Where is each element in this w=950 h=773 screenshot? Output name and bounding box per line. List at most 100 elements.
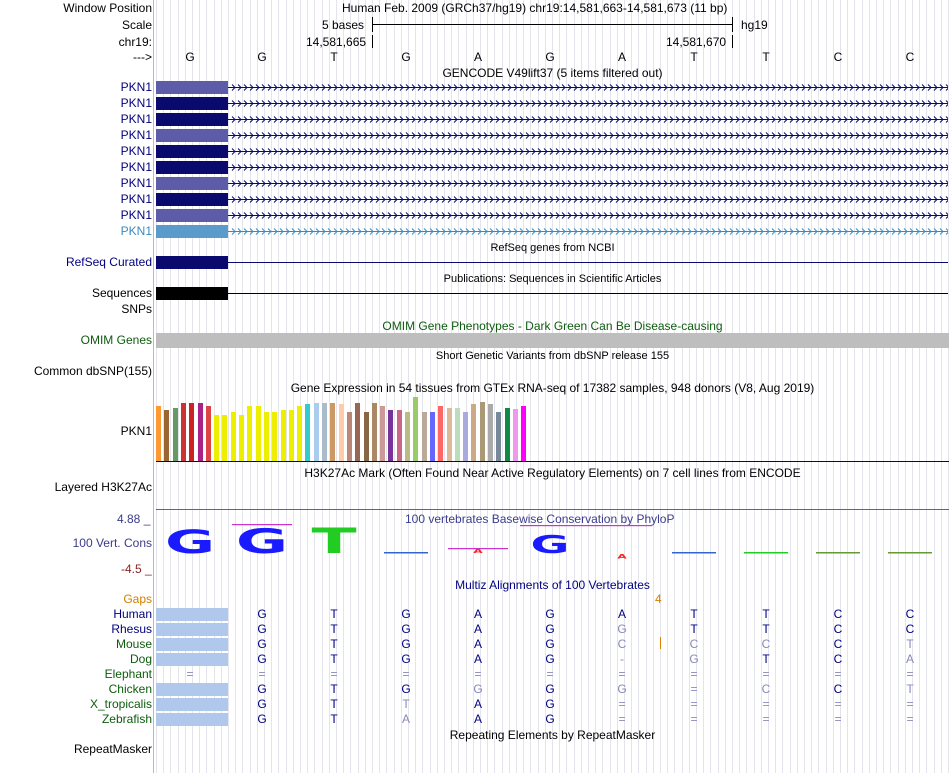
omim-label[interactable]: OMIM Genes bbox=[80, 333, 152, 347]
gtex-tissue-bar[interactable] bbox=[214, 415, 220, 461]
dbsnp-label[interactable]: Common dbSNP(155) bbox=[33, 364, 152, 378]
species-label[interactable]: Dog bbox=[129, 652, 152, 666]
gencode-transcript-label[interactable]: PKN1 bbox=[120, 176, 152, 190]
gtex-bar-chart[interactable] bbox=[156, 395, 556, 461]
species-label[interactable]: Chicken bbox=[108, 682, 152, 696]
omim-bar[interactable] bbox=[156, 333, 949, 348]
gtex-tissue-bar[interactable] bbox=[222, 415, 228, 461]
gencode-transcript-label[interactable]: PKN1 bbox=[120, 224, 152, 238]
gencode-title[interactable]: GENCODE V49lift37 (5 items filtered out) bbox=[442, 66, 663, 80]
gtex-title[interactable]: Gene Expression in 54 tissues from GTEx … bbox=[290, 381, 815, 395]
gencode-exon[interactable] bbox=[156, 129, 228, 142]
cons-logo-base[interactable]: A bbox=[473, 548, 483, 555]
gtex-tissue-bar[interactable] bbox=[263, 412, 269, 461]
h3k27ac-title[interactable]: H3K27Ac Mark (Often Found Near Active Re… bbox=[304, 466, 801, 480]
repeatmasker-title[interactable]: Repeating Elements by RepeatMasker bbox=[449, 728, 656, 742]
gtex-tissue-bar[interactable] bbox=[230, 412, 236, 461]
gtex-tissue-bar[interactable] bbox=[488, 404, 493, 461]
gtex-tissue-bar[interactable] bbox=[330, 403, 336, 461]
gencode-exon[interactable] bbox=[156, 81, 228, 94]
cons-title[interactable]: 100 vertebrates Basewise Conservation by… bbox=[405, 512, 675, 526]
gtex-tissue-bar[interactable] bbox=[413, 397, 419, 461]
publications-label[interactable]: Sequences bbox=[91, 286, 152, 300]
omim-title[interactable]: OMIM Gene Phenotypes - Dark Green Can Be… bbox=[382, 319, 723, 333]
gencode-transcript-label[interactable]: PKN1 bbox=[120, 112, 152, 126]
gtex-tissue-bar[interactable] bbox=[380, 406, 386, 461]
gencode-transcript-label[interactable]: PKN1 bbox=[120, 208, 152, 222]
gtex-tissue-bar[interactable] bbox=[429, 412, 435, 461]
gtex-tissue-bar[interactable] bbox=[463, 412, 469, 461]
gencode-exon[interactable] bbox=[156, 145, 228, 158]
gtex-tissue-bar[interactable] bbox=[446, 408, 452, 461]
species-label[interactable]: Zebrafish bbox=[101, 712, 152, 726]
cons-logo-flat[interactable] bbox=[384, 552, 428, 554]
gtex-tissue-bar[interactable] bbox=[388, 410, 394, 461]
gtex-tissue-bar[interactable] bbox=[421, 412, 427, 461]
cons-logo-flat[interactable] bbox=[816, 552, 860, 554]
chrom-label[interactable]: chr19: bbox=[118, 35, 152, 49]
gtex-tissue-bar[interactable] bbox=[288, 410, 294, 461]
repeatmasker-label[interactable]: RepeatMasker bbox=[73, 742, 152, 756]
cons-logo-base[interactable]: G bbox=[531, 530, 570, 559]
cons-label[interactable]: 100 Vert. Cons bbox=[72, 536, 152, 550]
gencode-transcript-label[interactable]: PKN1 bbox=[120, 160, 152, 174]
gtex-tissue-bar[interactable] bbox=[172, 408, 178, 461]
snps-label[interactable]: SNPs bbox=[121, 302, 152, 316]
species-label[interactable]: Elephant bbox=[104, 667, 152, 681]
dbsnp-title[interactable]: Short Genetic Variants from dbSNP releas… bbox=[435, 350, 670, 362]
refseq-label[interactable]: RefSeq Curated bbox=[65, 255, 152, 269]
gtex-tissue-bar[interactable] bbox=[396, 410, 402, 461]
gtex-tissue-bar[interactable] bbox=[255, 406, 261, 461]
gtex-tissue-bar[interactable] bbox=[272, 412, 278, 461]
gtex-tissue-bar[interactable] bbox=[405, 412, 410, 461]
gtex-tissue-bar[interactable] bbox=[496, 412, 502, 461]
gencode-exon[interactable] bbox=[156, 161, 228, 174]
gtex-tissue-bar[interactable] bbox=[322, 403, 327, 461]
gtex-tissue-bar[interactable] bbox=[247, 406, 253, 461]
gtex-tissue-bar[interactable] bbox=[479, 402, 485, 461]
gtex-tissue-bar[interactable] bbox=[338, 404, 344, 461]
gtex-tissue-bar[interactable] bbox=[239, 415, 244, 461]
species-label[interactable]: X_tropicalis bbox=[89, 697, 152, 711]
cons-logo-base[interactable]: G bbox=[236, 522, 288, 561]
refseq-title[interactable]: RefSeq genes from NCBI bbox=[490, 242, 615, 254]
gencode-exon[interactable] bbox=[156, 209, 228, 222]
multiz-title[interactable]: Multiz Alignments of 100 Vertebrates bbox=[455, 578, 650, 592]
gtex-tissue-bar[interactable] bbox=[504, 408, 510, 461]
cons-logo-base[interactable]: G bbox=[165, 524, 215, 561]
species-label[interactable]: Human bbox=[113, 607, 152, 621]
strand-label[interactable]: ---> bbox=[133, 50, 152, 64]
gtex-tissue-bar[interactable] bbox=[164, 410, 170, 461]
cons-logo-flat[interactable] bbox=[744, 552, 788, 554]
gtex-tissue-bar[interactable] bbox=[363, 412, 369, 461]
gencode-transcript-label[interactable]: PKN1 bbox=[120, 128, 152, 142]
gtex-tissue-bar[interactable] bbox=[521, 406, 527, 461]
gtex-tissue-bar[interactable] bbox=[454, 408, 460, 461]
publication-sequence-bar[interactable] bbox=[156, 287, 228, 300]
gtex-tissue-bar[interactable] bbox=[313, 403, 319, 461]
gtex-tissue-bar[interactable] bbox=[197, 403, 203, 461]
gtex-tissue-bar[interactable] bbox=[156, 406, 161, 461]
gencode-exon[interactable] bbox=[156, 193, 228, 206]
gencode-transcript-label[interactable]: PKN1 bbox=[120, 144, 152, 158]
gtex-tissue-bar[interactable] bbox=[280, 410, 286, 461]
cons-logo-base[interactable]: T bbox=[311, 521, 356, 561]
gtex-tissue-bar[interactable] bbox=[371, 403, 377, 461]
gencode-exon[interactable] bbox=[156, 97, 228, 110]
gtex-tissue-bar[interactable] bbox=[355, 403, 361, 461]
gtex-tissue-bar[interactable] bbox=[180, 403, 186, 461]
gencode-exon[interactable] bbox=[156, 177, 228, 190]
cons-logo-flat[interactable] bbox=[672, 552, 716, 554]
gencode-transcript-label[interactable]: PKN1 bbox=[120, 192, 152, 206]
gtex-tissue-bar[interactable] bbox=[297, 406, 303, 461]
gtex-tissue-bar[interactable] bbox=[346, 412, 352, 461]
publications-title[interactable]: Publications: Sequences in Scientific Ar… bbox=[443, 273, 662, 285]
gtex-tissue-bar[interactable] bbox=[471, 404, 477, 461]
gtex-label[interactable]: PKN1 bbox=[120, 424, 152, 438]
gencode-exon[interactable] bbox=[156, 225, 228, 238]
window-position-text[interactable]: Human Feb. 2009 (GRCh37/hg19) chr19:14,5… bbox=[342, 1, 728, 15]
species-label[interactable]: Mouse bbox=[115, 637, 152, 651]
gtex-tissue-bar[interactable] bbox=[438, 406, 444, 461]
species-label[interactable]: Rhesus bbox=[111, 622, 152, 636]
